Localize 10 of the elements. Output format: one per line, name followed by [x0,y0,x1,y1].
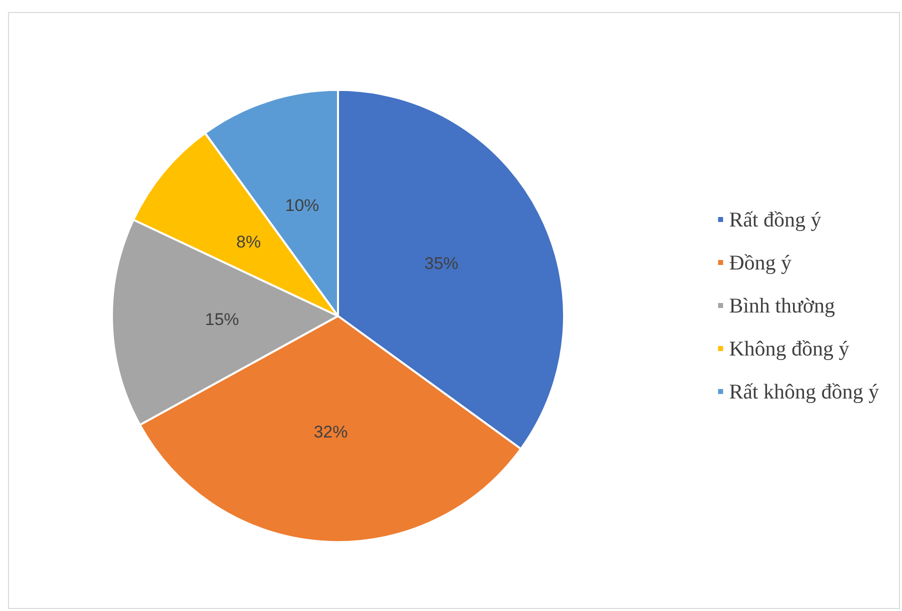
data-label: 35% [424,254,458,273]
legend-label: Bình thường [729,294,836,318]
data-label: 15% [205,310,240,330]
data-label: 8% [236,232,261,252]
legend-label: Đồng ý [729,250,792,274]
data-label: 10% [285,196,320,216]
data-label: 32% [314,422,348,442]
legend-label: Không đồng ý [729,336,850,360]
legend-label: Rất đồng ý [729,208,822,232]
legend-label: Rất không đồng ý [729,380,880,404]
